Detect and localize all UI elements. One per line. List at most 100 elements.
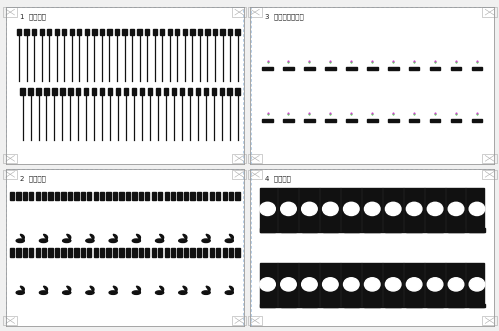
Bar (52, 88, 56, 95)
Bar (164, 88, 168, 95)
Bar (260, 188, 484, 232)
Bar (44, 88, 48, 95)
Bar (232, 154, 247, 163)
Bar (281, 304, 296, 307)
Bar (451, 119, 462, 122)
Bar (175, 29, 180, 35)
Bar (301, 228, 317, 232)
Bar (483, 154, 497, 163)
Bar (427, 228, 443, 232)
Ellipse shape (385, 278, 401, 291)
Bar (228, 88, 232, 95)
Bar (188, 88, 192, 95)
Bar (248, 316, 262, 325)
Bar (29, 192, 33, 200)
Bar (74, 192, 78, 200)
Bar (68, 88, 72, 95)
Bar (92, 29, 96, 35)
Bar (145, 29, 149, 35)
Bar (451, 67, 462, 70)
Bar (108, 88, 112, 95)
Bar (68, 192, 72, 200)
Ellipse shape (322, 278, 338, 291)
Bar (223, 248, 227, 257)
Ellipse shape (132, 239, 140, 243)
Ellipse shape (427, 278, 443, 291)
Bar (132, 88, 136, 95)
Bar (248, 169, 262, 179)
Ellipse shape (16, 239, 24, 243)
Bar (472, 67, 483, 70)
Polygon shape (202, 234, 210, 241)
Bar (140, 88, 144, 95)
Ellipse shape (281, 202, 296, 215)
Bar (94, 248, 98, 257)
Bar (81, 192, 85, 200)
Bar (406, 304, 422, 307)
Bar (35, 248, 40, 257)
Bar (343, 228, 359, 232)
Bar (322, 228, 338, 232)
Ellipse shape (301, 202, 317, 215)
Bar (430, 67, 441, 70)
Ellipse shape (63, 291, 71, 294)
Bar (190, 29, 195, 35)
Bar (3, 169, 17, 179)
Ellipse shape (406, 278, 422, 291)
Bar (406, 228, 422, 232)
Bar (55, 192, 59, 200)
Polygon shape (39, 234, 47, 241)
Bar (364, 228, 380, 232)
Bar (160, 29, 164, 35)
Bar (190, 248, 195, 257)
Polygon shape (63, 286, 71, 293)
Bar (204, 88, 208, 95)
Ellipse shape (16, 291, 24, 294)
Bar (48, 248, 53, 257)
Bar (385, 228, 401, 232)
Bar (322, 304, 338, 307)
Bar (124, 88, 128, 95)
Bar (190, 192, 195, 200)
Bar (210, 248, 214, 257)
Bar (220, 88, 224, 95)
Bar (229, 192, 233, 200)
Ellipse shape (343, 202, 359, 215)
Bar (84, 88, 88, 95)
Bar (367, 67, 378, 70)
Bar (17, 29, 21, 35)
Bar (22, 192, 27, 200)
Bar (85, 29, 89, 35)
Ellipse shape (109, 291, 117, 294)
Bar (24, 29, 29, 35)
Bar (107, 29, 112, 35)
Bar (106, 192, 111, 200)
Bar (29, 248, 33, 257)
Text: 1  銀导线层: 1 銀导线层 (20, 14, 46, 20)
Polygon shape (225, 234, 234, 241)
Bar (55, 248, 59, 257)
Bar (100, 248, 104, 257)
Bar (165, 192, 169, 200)
Bar (388, 119, 399, 122)
Bar (87, 248, 91, 257)
Bar (61, 192, 66, 200)
Bar (180, 88, 184, 95)
Bar (260, 228, 275, 232)
Bar (248, 154, 262, 163)
Ellipse shape (39, 291, 47, 294)
Polygon shape (202, 286, 210, 293)
Bar (248, 7, 262, 17)
Bar (119, 192, 124, 200)
Bar (472, 119, 483, 122)
Bar (3, 154, 17, 163)
Bar (76, 88, 80, 95)
Bar (16, 192, 20, 200)
Bar (32, 29, 36, 35)
Ellipse shape (364, 278, 380, 291)
Bar (22, 248, 27, 257)
Polygon shape (16, 234, 24, 241)
Bar (283, 67, 294, 70)
Bar (148, 88, 152, 95)
Bar (126, 192, 130, 200)
